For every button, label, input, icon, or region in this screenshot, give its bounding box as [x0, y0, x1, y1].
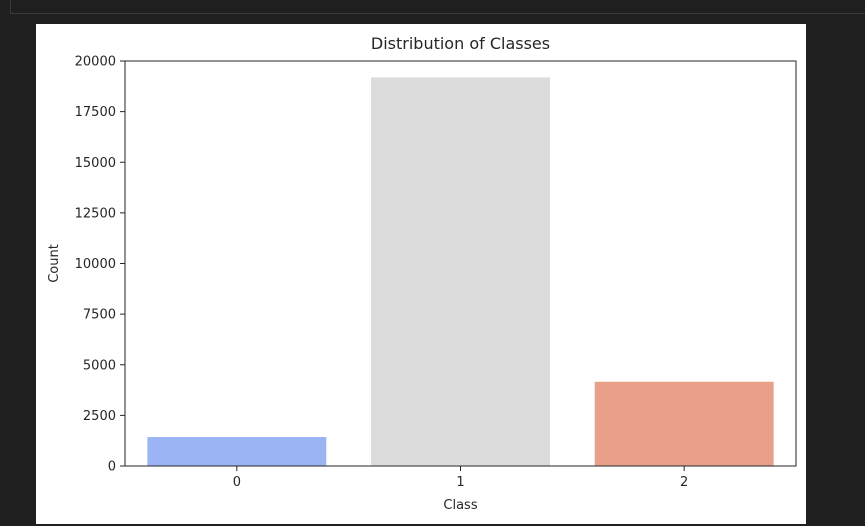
x-tick-label: 2 — [680, 475, 688, 490]
collapse-caret-icon[interactable]: ⌃ — [36, 0, 44, 5]
y-tick-label: 5000 — [83, 358, 116, 373]
y-tick-label: 20000 — [75, 55, 116, 70]
y-tick-label: 7500 — [83, 308, 116, 323]
y-tick-label: 10000 — [75, 257, 116, 272]
y-tick-label: 15000 — [75, 156, 116, 171]
x-ticks-group: 0 1 2 — [233, 466, 688, 490]
y-tick-label: 0 — [108, 460, 116, 475]
y-axis-label: Count — [47, 244, 62, 283]
y-ticks-group: 0 2500 5000 7500 10000 12500 15000 17500 20000 — [75, 55, 125, 475]
y-tick-label: 17500 — [75, 105, 116, 120]
plot-frame — [124, 60, 797, 467]
x-tick-label: 0 — [233, 475, 241, 490]
chart-title: Distribution of Classes — [371, 34, 550, 53]
cell-top-border: ⌃ — [10, 0, 865, 14]
bars-group — [147, 77, 774, 466]
y-tick-label: 12500 — [75, 206, 116, 221]
x-axis-label: Class — [443, 498, 477, 513]
bar-chart: Distribution of Classes Count Class 0250… — [47, 34, 797, 513]
bar-class-1 — [371, 77, 550, 466]
chart-output: Distribution of Classes Count Class 0 250… — [36, 24, 806, 524]
bar-class-0 — [147, 437, 327, 466]
bar-class-2 — [594, 381, 774, 466]
x-tick-label: 1 — [456, 475, 464, 490]
y-tick-label: 2500 — [83, 409, 116, 424]
